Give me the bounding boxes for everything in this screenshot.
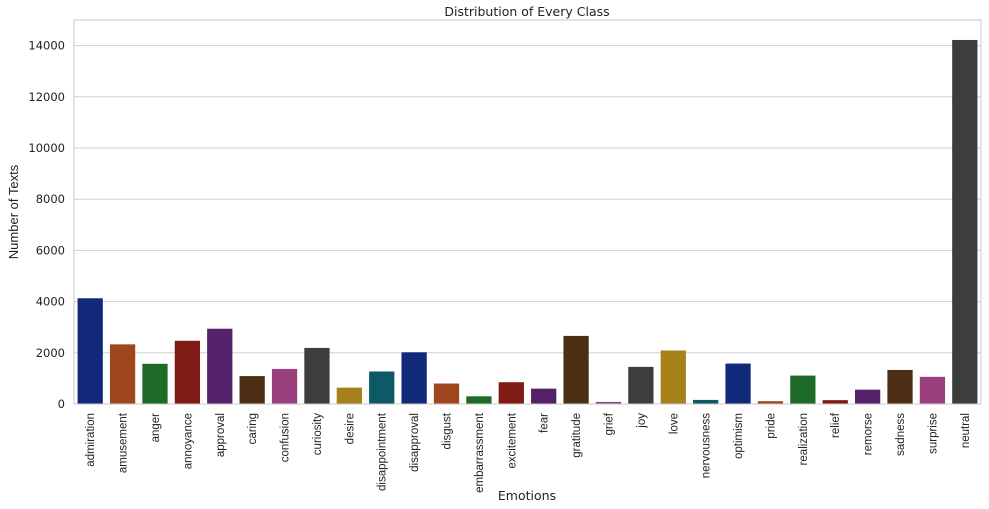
bar-pride <box>757 401 784 404</box>
x-tick-label: grief <box>603 412 615 435</box>
bar-remorse <box>854 389 881 404</box>
bar-confusion <box>271 368 298 404</box>
bar-disapproval <box>401 352 427 404</box>
x-tick-label: approval <box>215 413 227 457</box>
x-tick-label: disappointment <box>377 412 389 491</box>
bar-sadness <box>887 369 913 404</box>
bar-approval <box>207 328 233 404</box>
y-tick-label: 14000 <box>28 39 65 53</box>
x-tick-label: realization <box>798 413 810 465</box>
x-tick-label: love <box>668 413 680 434</box>
x-tick-label: surprise <box>927 413 939 454</box>
x-tick-label: admiration <box>85 413 97 467</box>
x-tick-label: excitement <box>506 412 518 468</box>
chart-title: Distribution of Every Class <box>444 4 609 19</box>
bar-optimism <box>725 363 751 404</box>
bar-admiration <box>77 298 103 404</box>
x-tick-label: remorse <box>863 413 875 455</box>
y-tick-labels: 0 2000 4000 6000 8000 10000 12000 14000 <box>28 39 65 411</box>
x-tick-label: fear <box>539 413 551 433</box>
bar-fear <box>531 388 557 404</box>
bar-curiosity <box>304 347 330 404</box>
x-axis-label: Emotions <box>498 488 556 503</box>
y-tick-label: 10000 <box>28 141 65 155</box>
y-axis-label: Number of Texts <box>6 164 21 259</box>
x-tick-label: amusement <box>118 412 130 473</box>
bar-realization <box>790 375 816 404</box>
x-tick-label: optimism <box>733 413 745 459</box>
x-tick-label: disapproval <box>409 413 421 472</box>
bar-embarrassment <box>466 396 492 404</box>
y-tick-label: 4000 <box>36 295 65 309</box>
y-tick-label: 0 <box>58 397 65 411</box>
bars <box>77 39 978 405</box>
x-tick-label: annoyance <box>182 413 194 469</box>
bar-surprise <box>919 376 946 404</box>
x-tick-label: disgust <box>442 412 454 449</box>
x-tick-label: joy <box>636 413 648 429</box>
bar-nervousness <box>693 399 719 404</box>
x-tick-label: neutral <box>960 413 972 448</box>
bar-gratitude <box>563 335 589 404</box>
bar-amusement <box>109 344 136 404</box>
x-tick-label: desire <box>344 413 356 444</box>
y-tick-label: 12000 <box>28 90 65 104</box>
y-tick-label: 2000 <box>36 346 65 360</box>
x-tick-label: pride <box>765 413 777 439</box>
x-tick-labels: admiration amusement anger annoyance approva… <box>85 412 972 493</box>
x-tick-label: caring <box>247 413 259 444</box>
bar-grief <box>595 401 622 404</box>
x-tick-label: sadness <box>895 413 907 456</box>
bar-anger <box>142 363 168 404</box>
x-tick-label: embarrassment <box>474 412 486 493</box>
bar-desire <box>336 387 362 404</box>
x-tick-label: gratitude <box>571 413 583 458</box>
y-tick-label: 8000 <box>36 192 65 206</box>
bar-disappointment <box>369 371 395 404</box>
plot-frame <box>73 19 982 405</box>
bar-excitement <box>498 382 524 404</box>
bar-love <box>660 350 686 404</box>
x-tick-label: nervousness <box>701 413 713 478</box>
x-tick-label: relief <box>830 412 842 438</box>
bar-relief <box>822 400 848 404</box>
bar-joy <box>628 366 654 404</box>
y-tick-label: 6000 <box>36 243 65 257</box>
x-tick-label: confusion <box>280 413 292 462</box>
x-tick-label: anger <box>150 413 162 443</box>
x-tick-label: curiosity <box>312 413 324 455</box>
bar-caring <box>239 376 265 404</box>
bar-annoyance <box>174 340 201 404</box>
bar-disgust <box>433 383 460 404</box>
bar-neutral <box>952 39 978 405</box>
